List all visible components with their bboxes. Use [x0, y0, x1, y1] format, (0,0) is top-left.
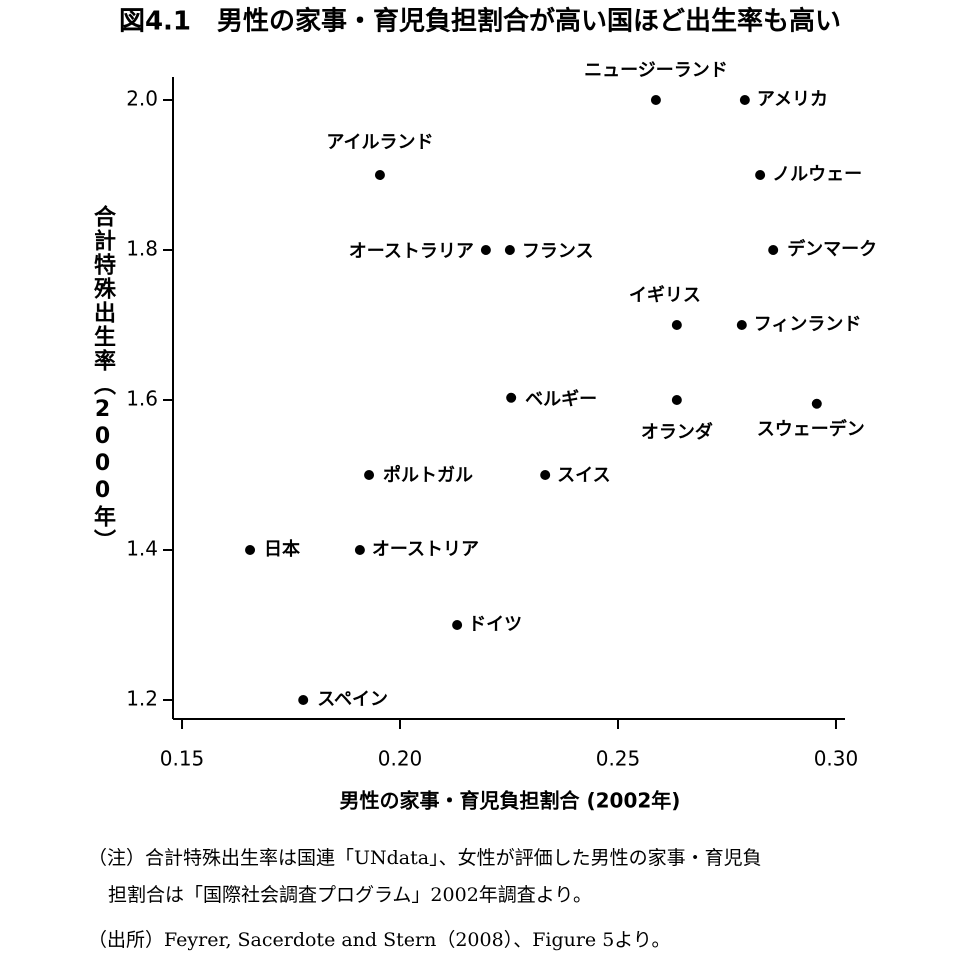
- point-label: デンマーク: [787, 238, 877, 260]
- point: [364, 470, 375, 480]
- point-label: オーストラリア: [349, 241, 474, 262]
- point-label: オーストリア: [372, 539, 479, 560]
- x-tick-label: 0.15: [160, 747, 205, 771]
- x-tick-label: 0.30: [814, 747, 859, 771]
- point: [650, 95, 661, 105]
- y-tick-label: 1.2: [126, 687, 158, 711]
- note: （注）合計特殊出生率は国連「UNdata」、女性が評価した男性の家事・育児負: [88, 847, 762, 869]
- point: [755, 170, 766, 180]
- point: [298, 695, 309, 705]
- point-label: ベルギー: [525, 389, 597, 410]
- point: [739, 95, 750, 105]
- point: [811, 398, 822, 409]
- point: [671, 320, 682, 330]
- y-tick-label: 2.0: [126, 87, 158, 111]
- point-label: イギリス: [629, 285, 701, 306]
- y-tick-label: 1.8: [126, 237, 158, 261]
- x-tick-label: 0.20: [378, 747, 423, 771]
- point: [736, 320, 747, 330]
- point: [354, 545, 365, 555]
- point-label: ニュージーランド: [584, 60, 728, 81]
- y-axis-title: 合計特殊出生率（2000年）: [90, 205, 115, 553]
- point-label: スイス: [557, 465, 610, 486]
- point-label: アメリカ: [757, 89, 828, 110]
- note: 担割合は「国際社会調査プログラム」2002年調査より。: [108, 884, 593, 906]
- point: [671, 395, 682, 405]
- note: （出所）Feyrer, Sacerdote and Stern（2008）、Fi…: [88, 929, 671, 951]
- point-label: アイルランド: [326, 132, 433, 153]
- chart-title: 図4.1 男性の家事・育児負担割合が高い国ほど出生率も高い: [119, 6, 841, 37]
- x-axis-title: 男性の家事・育児負担割合 (2002年): [340, 789, 681, 813]
- point: [374, 170, 385, 180]
- point: [506, 392, 517, 403]
- point-label: オランダ: [641, 421, 713, 443]
- point-label: スウェーデン: [757, 418, 865, 440]
- point: [768, 245, 779, 255]
- point-label: スペイン: [317, 689, 388, 710]
- point-label: ポルトガル: [383, 464, 473, 486]
- y-tick-label: 1.4: [126, 537, 158, 561]
- point-label: フランス: [522, 241, 594, 262]
- point: [480, 245, 491, 255]
- point: [452, 620, 463, 630]
- x-tick-label: 0.25: [596, 747, 641, 771]
- point-label: ドイツ: [468, 614, 522, 635]
- point: [504, 245, 515, 255]
- point: [540, 470, 551, 480]
- point: [245, 545, 256, 555]
- point-label: フィンランド: [754, 314, 862, 335]
- point-label: 日本: [264, 538, 300, 560]
- y-tick-label: 1.6: [126, 387, 158, 411]
- point-label: ノルウェー: [772, 164, 862, 185]
